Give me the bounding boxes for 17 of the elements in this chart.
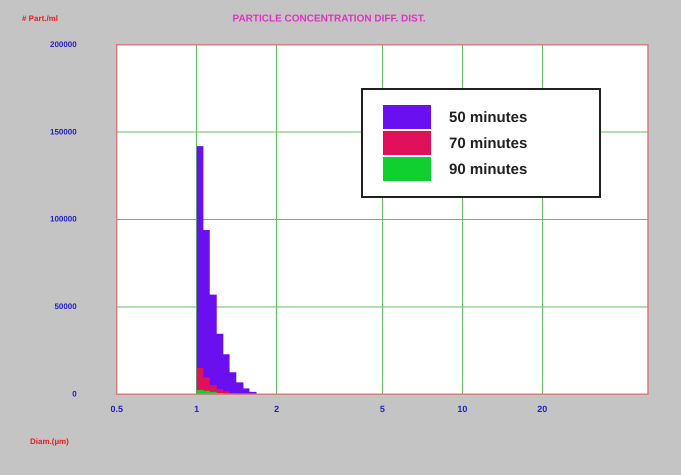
y-tick-label: 100000 (50, 214, 78, 224)
x-axis-title: Diam.(µm) (30, 437, 69, 446)
legend-label: 70 minutes (449, 134, 528, 152)
x-tick-label: 20 (537, 404, 548, 414)
y-axis-title: # Part./ml (22, 14, 58, 23)
y-tick-label: 50000 (54, 302, 78, 312)
y-tick-label: 150000 (50, 127, 78, 136)
y-tick-label: 0 (72, 389, 78, 398)
legend-label: 50 minutes (449, 108, 528, 126)
x-tick-label: 0.5 (110, 404, 123, 414)
x-tick-label: 1 (194, 404, 200, 414)
x-tick-label: 10 (457, 404, 468, 414)
y-tick-label: 200000 (50, 40, 78, 50)
legend-label: 90 minutes (449, 160, 528, 178)
chart-title: PARTICLE CONCENTRATION DIFF. DIST. (232, 14, 426, 25)
x-tick-label: 2 (274, 404, 280, 414)
x-tick-label: 5 (380, 404, 385, 414)
